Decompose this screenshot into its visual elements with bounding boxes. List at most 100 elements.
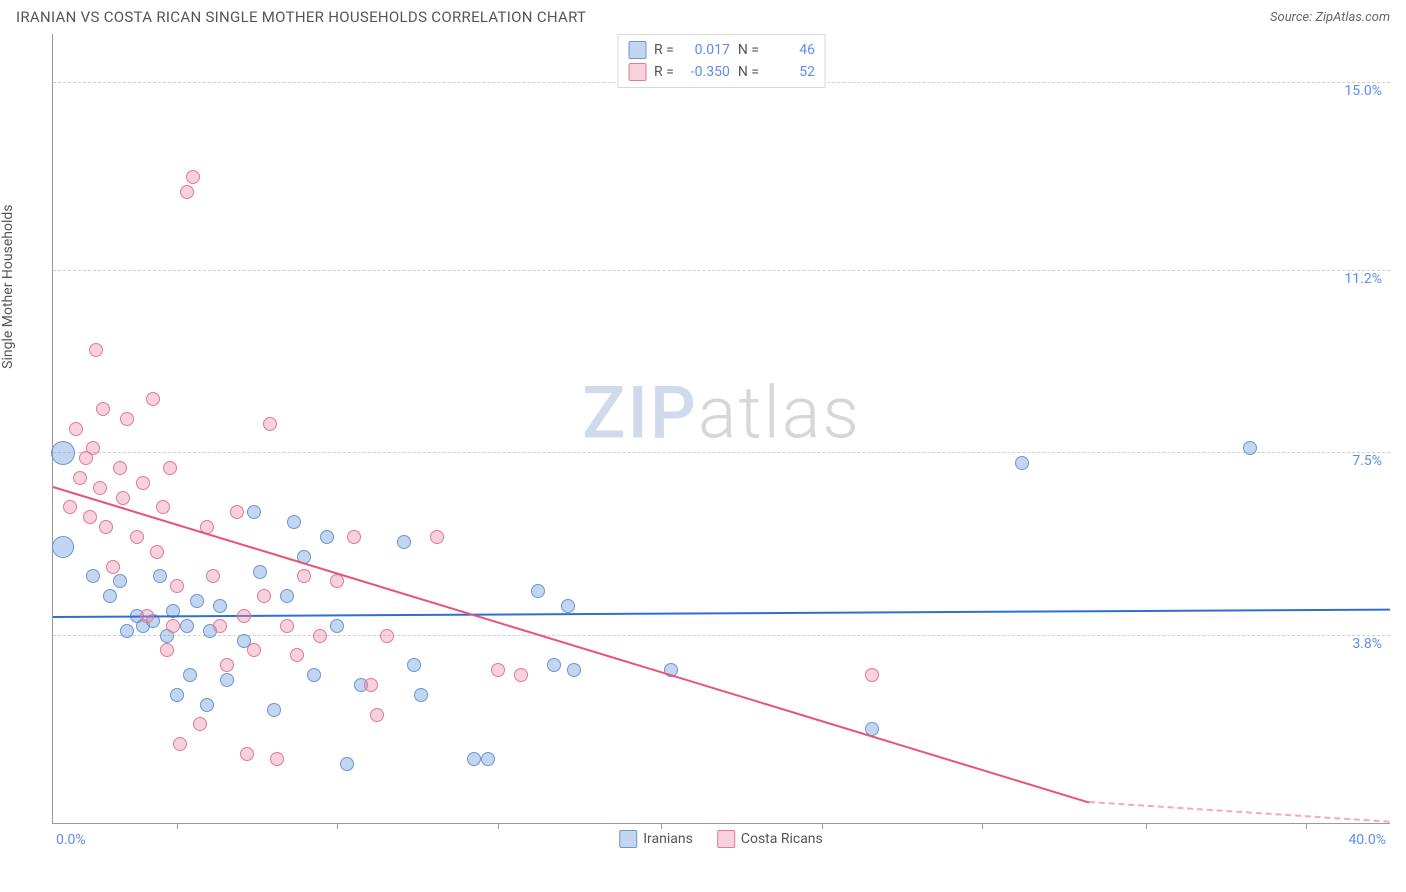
data-point [414,688,428,702]
data-point [103,589,117,603]
gridline [53,635,1390,636]
trend-line [53,609,1390,618]
y-tick-label: 11.2% [1344,271,1382,287]
data-point [280,619,294,633]
data-point [63,500,77,514]
y-tick-label: 3.8% [1352,636,1382,652]
data-point [567,663,581,677]
x-axis-min-label: 0.0% [56,832,86,848]
data-point [52,536,74,558]
data-point [73,471,87,485]
r-label: R = [654,61,674,83]
series-legend: Iranians Costa Ricans [619,830,823,848]
data-point [865,668,879,682]
data-point [280,589,294,603]
data-point [69,422,83,436]
n-value-costaricans: 52 [767,61,815,83]
r-value-costaricans: -0.350 [682,61,730,83]
data-point [99,520,113,534]
data-point [330,574,344,588]
n-value-iranians: 46 [767,39,815,61]
data-point [253,565,267,579]
y-tick-label: 7.5% [1352,453,1382,469]
data-point [407,658,421,672]
data-point [206,569,220,583]
data-point [51,441,75,465]
data-point [186,170,200,184]
watermark: ZIPatlas [582,370,861,455]
data-point [93,481,107,495]
trend-line [53,486,1090,804]
swatch-iranians [619,830,637,848]
data-point [531,584,545,598]
data-point [153,569,167,583]
n-label: N = [738,61,759,83]
data-point [113,574,127,588]
swatch-costaricans [717,830,735,848]
data-point [307,668,321,682]
data-point [130,530,144,544]
data-point [370,708,384,722]
data-point [230,505,244,519]
data-point [514,668,528,682]
data-point [1243,441,1257,455]
data-point [290,648,304,662]
data-point [140,609,154,623]
chart-header: IRANIAN VS COSTA RICAN SINGLE MOTHER HOU… [0,0,1406,30]
data-point [180,619,194,633]
swatch-iranians [628,41,646,59]
n-label: N = [738,39,759,61]
watermark-zip: ZIP [582,370,698,455]
data-point [170,688,184,702]
data-point [213,599,227,613]
r-value-iranians: 0.017 [682,39,730,61]
chart-title: IRANIAN VS COSTA RICAN SINGLE MOTHER HOU… [16,8,586,26]
data-point [547,658,561,672]
data-point [193,717,207,731]
correlation-legend: R = 0.017 N = 46 R = -0.350 N = 52 [617,34,826,88]
data-point [120,412,134,426]
plot-area: ZIPatlas R = 0.017 N = 46 R = -0.350 N =… [52,34,1390,824]
data-point [364,678,378,692]
data-point [220,658,234,672]
data-point [491,663,505,677]
data-point [263,417,277,431]
source-name: ZipAtlas.com [1315,10,1390,25]
data-point [380,629,394,643]
data-point [240,747,254,761]
data-point [257,589,271,603]
data-point [313,629,327,643]
data-point [150,545,164,559]
legend-item-iranians: Iranians [619,830,693,848]
data-point [166,619,180,633]
source-attribution: Source: ZipAtlas.com [1270,10,1390,25]
source-label: Source: [1270,10,1315,25]
y-tick-label: 15.0% [1344,83,1382,99]
data-point [180,185,194,199]
legend-item-costaricans: Costa Ricans [717,830,823,848]
data-point [1015,456,1029,470]
swatch-costaricans [628,63,646,81]
data-point [120,624,134,638]
gridline [53,270,1390,271]
data-point [113,461,127,475]
data-point [467,752,481,766]
data-point [320,530,334,544]
legend-label: Costa Ricans [741,831,823,847]
data-point [156,500,170,514]
r-label: R = [654,39,674,61]
data-point [267,703,281,717]
data-point [247,505,261,519]
correlation-row-costaricans: R = -0.350 N = 52 [628,61,815,83]
data-point [347,530,361,544]
data-point [116,491,130,505]
legend-label: Iranians [643,831,693,847]
data-point [200,698,214,712]
correlation-row-iranians: R = 0.017 N = 46 [628,39,815,61]
data-point [237,609,251,623]
data-point [160,643,174,657]
chart-container: Single Mother Households ZIPatlas R = 0.… [16,34,1390,852]
data-point [86,569,100,583]
data-point [83,510,97,524]
data-point [190,594,204,608]
